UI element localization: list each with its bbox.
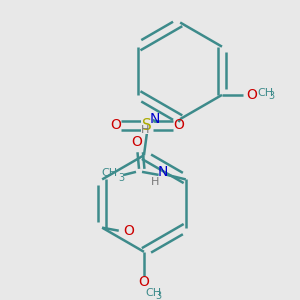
Text: O: O xyxy=(123,224,134,238)
Text: CH: CH xyxy=(258,88,274,98)
Text: S: S xyxy=(142,118,152,133)
Text: O: O xyxy=(247,88,258,102)
Text: N: N xyxy=(149,112,160,126)
Text: 3: 3 xyxy=(155,291,161,300)
Text: CH: CH xyxy=(102,168,118,178)
Text: O: O xyxy=(173,118,184,132)
Text: O: O xyxy=(131,135,142,149)
Text: N: N xyxy=(158,165,168,179)
Text: O: O xyxy=(139,275,149,289)
Text: O: O xyxy=(110,118,121,132)
Text: 3: 3 xyxy=(268,92,274,101)
Text: 3: 3 xyxy=(118,173,124,183)
Text: H: H xyxy=(141,124,150,135)
Text: H: H xyxy=(151,176,159,187)
Text: CH: CH xyxy=(146,288,162,298)
